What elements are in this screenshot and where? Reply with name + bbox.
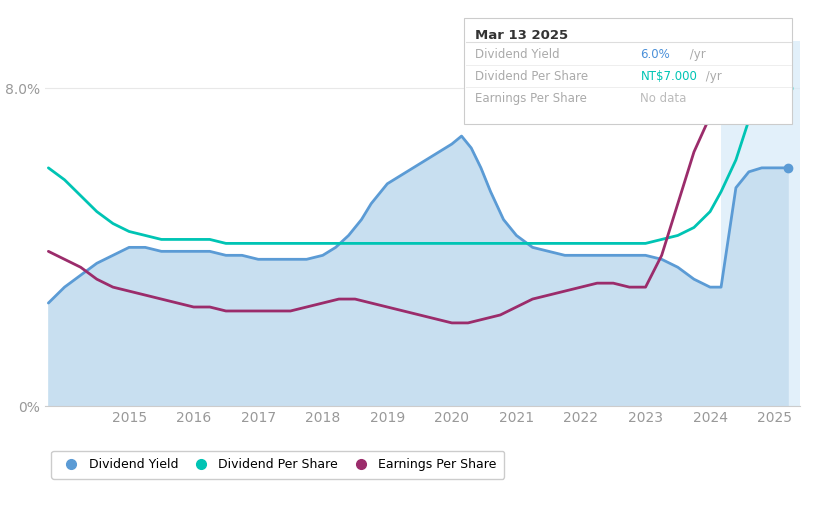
Text: Mar 13 2025: Mar 13 2025 <box>475 29 567 42</box>
Text: NT$7.000: NT$7.000 <box>640 70 697 83</box>
Text: /yr: /yr <box>686 48 705 61</box>
Text: /yr: /yr <box>702 70 722 83</box>
Bar <box>721 41 800 406</box>
Legend: Dividend Yield, Dividend Per Share, Earnings Per Share: Dividend Yield, Dividend Per Share, Earn… <box>52 451 504 479</box>
Text: Dividend Yield: Dividend Yield <box>475 48 559 61</box>
Text: Earnings Per Share: Earnings Per Share <box>475 92 586 105</box>
Text: Past: Past <box>745 84 772 98</box>
Text: Dividend Per Share: Dividend Per Share <box>475 70 588 83</box>
Text: 6.0%: 6.0% <box>640 48 670 61</box>
Text: No data: No data <box>640 92 686 105</box>
